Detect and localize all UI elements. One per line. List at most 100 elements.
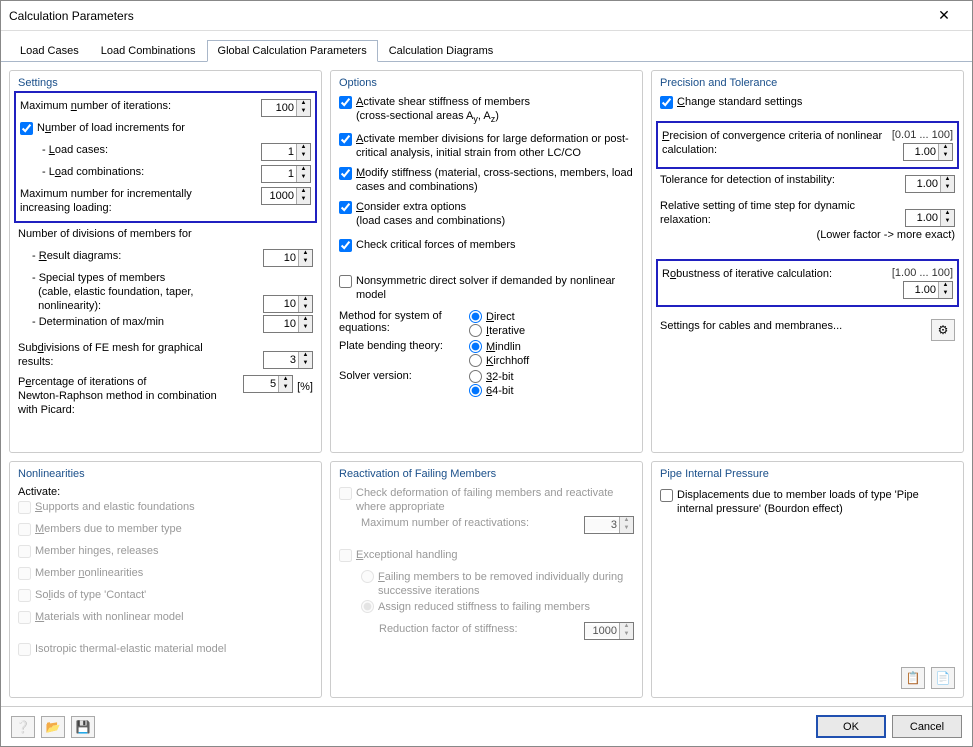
reduction-label: Reduction factor of stiffness: (379, 622, 584, 636)
group-precision: Precision and Tolerance Change standard … (651, 70, 964, 453)
group-settings-title: Settings (18, 77, 313, 89)
pipe-disp-checkbox[interactable] (660, 489, 673, 502)
member-nonlin-checkbox (18, 567, 31, 580)
nr-unit: [%] (297, 381, 313, 393)
change-settings-label: Change standard settings (677, 95, 802, 109)
hinges-label: Member hinges, releases (35, 544, 159, 558)
method-direct-radio[interactable] (469, 310, 482, 323)
materials-checkbox (18, 611, 31, 624)
activate-label: Activate: (18, 486, 313, 498)
max-iterations-label: Maximum number of iterations: (20, 99, 261, 113)
max-react-input: ▲▼ (584, 516, 634, 534)
tolerance-label: Tolerance for detection of instability: (660, 173, 905, 187)
special-types-input[interactable]: ▲▼ (263, 295, 313, 313)
exceptional-label: Exceptional handling (356, 548, 458, 562)
solids-label: Solids of type 'Contact' (35, 588, 146, 602)
plate-kirchhoff-label: Kirchhoff (486, 354, 529, 368)
cables-label: Settings for cables and membranes... (660, 319, 931, 333)
nonsymmetric-checkbox[interactable] (339, 275, 352, 288)
details-button-1[interactable]: 📋 (901, 667, 925, 689)
precision-range: [0.01 ... 100] (892, 129, 953, 141)
extra-options-checkbox[interactable] (339, 201, 352, 214)
group-options: Options Activate shear stiffness of memb… (330, 70, 643, 453)
modify-stiffness-checkbox[interactable] (339, 167, 352, 180)
group-pipe-title: Pipe Internal Pressure (660, 468, 955, 480)
save-button[interactable]: 💾 (71, 716, 95, 738)
nr-label: Percentage of iterations ofNewton-Raphso… (18, 375, 243, 417)
help-button[interactable]: ❔ (11, 716, 35, 738)
iso-checkbox (18, 643, 31, 656)
group-nonlinearities: Nonlinearities Activate: Supports and el… (9, 461, 322, 698)
supports-label: Supports and elastic foundations (35, 500, 195, 514)
group-precision-title: Precision and Tolerance (660, 77, 955, 89)
group-settings: Settings Maximum number of iterations: ▲… (9, 70, 322, 453)
materials-label: Materials with nonlinear model (35, 610, 184, 624)
check-critical-checkbox[interactable] (339, 239, 352, 252)
shear-stiffness-checkbox[interactable] (339, 96, 352, 109)
method-iterative-label: Iterative (486, 324, 525, 338)
titlebar: Calculation Parameters ✕ (1, 1, 972, 31)
load-combinations-input[interactable]: ▲▼ (261, 165, 311, 183)
footer: ❔ 📂 💾 OK Cancel (1, 706, 972, 746)
nr-input[interactable]: ▲▼ (243, 375, 293, 393)
tab-calc-diagrams[interactable]: Calculation Diagrams (378, 40, 505, 62)
subdiv-label: Subdivisions of FE mesh for graphicalres… (18, 341, 263, 369)
method-iterative-radio[interactable] (469, 324, 482, 337)
cables-settings-button[interactable]: ⚙ (931, 319, 955, 341)
check-deform-checkbox (339, 487, 352, 500)
method-label: Method for system of equations: (339, 310, 469, 334)
maxmin-input[interactable]: ▲▼ (263, 315, 313, 333)
group-pipe: Pipe Internal Pressure Displacements due… (651, 461, 964, 698)
group-reactivation: Reactivation of Failing Members Check de… (330, 461, 643, 698)
nonsymmetric-label: Nonsymmetric direct solver if demanded b… (356, 274, 634, 302)
close-button[interactable]: ✕ (924, 2, 964, 30)
details-button-2[interactable]: 📄 (931, 667, 955, 689)
result-diag-input[interactable]: ▲▼ (263, 249, 313, 267)
maxmin-label: - Determination of max/min (32, 315, 263, 329)
plate-kirchhoff-radio[interactable] (469, 354, 482, 367)
assign-radio (361, 600, 374, 613)
tab-load-cases[interactable]: Load Cases (9, 40, 90, 62)
relative-input[interactable]: ▲▼ (905, 209, 955, 227)
ok-button[interactable]: OK (816, 715, 886, 738)
divisions-label: Number of divisions of members for (18, 227, 313, 241)
subdiv-input[interactable]: ▲▼ (263, 351, 313, 369)
load-increments-label: Number of load increments for (37, 121, 185, 135)
plate-mindlin-label: Mindlin (486, 340, 521, 354)
member-nonlin-label: Member nonlinearities (35, 566, 143, 580)
solver-32-radio[interactable] (469, 370, 482, 383)
load-cases-input[interactable]: ▲▼ (261, 143, 311, 161)
relative-note: (Lower factor -> more exact) (817, 229, 955, 241)
tab-load-combinations[interactable]: Load Combinations (90, 40, 207, 62)
solver-32-label: 32-bit (486, 370, 514, 384)
member-divisions-checkbox[interactable] (339, 133, 352, 146)
precision-conv-label: Precision of convergence criteria of non… (662, 129, 892, 157)
open-button[interactable]: 📂 (41, 716, 65, 738)
load-increments-checkbox[interactable] (20, 122, 33, 135)
precision-conv-input[interactable]: ▲▼ (903, 143, 953, 161)
max-incr-label: Maximum number for incrementallyincreasi… (20, 187, 261, 215)
result-diag-label: - Result diagrams: (32, 249, 263, 263)
members-label: Members due to member type (35, 522, 182, 536)
tolerance-input[interactable]: ▲▼ (905, 175, 955, 193)
max-incr-input[interactable]: ▲▼ (261, 187, 311, 205)
exceptional-checkbox (339, 549, 352, 562)
tab-global-calc-params[interactable]: Global Calculation Parameters (207, 40, 378, 62)
cancel-button[interactable]: Cancel (892, 715, 962, 738)
change-settings-checkbox[interactable] (660, 96, 673, 109)
plate-mindlin-radio[interactable] (469, 340, 482, 353)
check-deform-label: Check deformation of failing members and… (356, 486, 634, 514)
solver-64-radio[interactable] (469, 384, 482, 397)
modify-stiffness-label: Modify stiffness (material, cross-sectio… (356, 166, 634, 194)
max-iterations-input[interactable]: ▲▼ (261, 99, 311, 117)
pipe-disp-label: Displacements due to member loads of typ… (677, 488, 955, 516)
hinges-checkbox (18, 545, 31, 558)
remove-label: Failing members to be removed individual… (378, 570, 634, 598)
load-cases-label: - Load cases: (42, 143, 261, 157)
check-critical-label: Check critical forces of members (356, 238, 516, 252)
solver-label: Solver version: (339, 370, 469, 382)
robustness-input[interactable]: ▲▼ (903, 281, 953, 299)
members-checkbox (18, 523, 31, 536)
group-options-title: Options (339, 77, 634, 89)
iso-label: Isotropic thermal-elastic material model (35, 642, 226, 656)
